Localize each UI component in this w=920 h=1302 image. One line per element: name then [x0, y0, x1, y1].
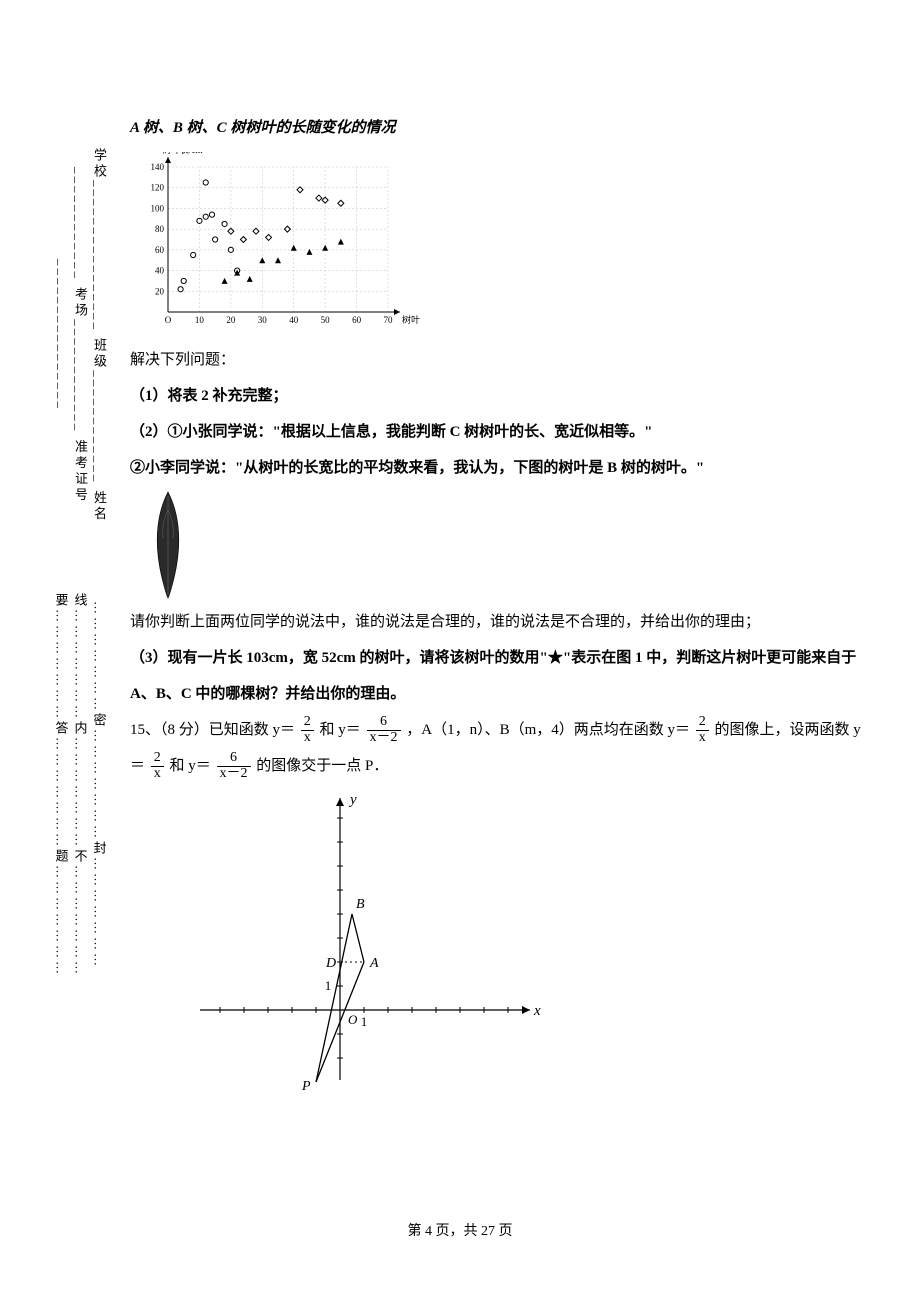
svg-text:40: 40	[155, 266, 165, 276]
svg-text:O: O	[348, 1012, 358, 1027]
page-footer: 第 4 页，共 27 页	[0, 1220, 920, 1240]
svg-text:100: 100	[151, 203, 165, 213]
scatter-chart: O 10 20 30 40 50 60 70 20 40 60 80 100 120 140 树叶长/cm 树叶…	[130, 152, 420, 332]
fraction-2: 6x－2	[367, 715, 401, 745]
svg-text:A: A	[369, 956, 379, 971]
binding-outer: 学校________________ 班级____________ 姓名____…	[55, 110, 109, 560]
section-title: A 树、B 树、C 树树叶的长随变化的情况	[130, 110, 870, 146]
solve-heading: 解决下列问题：	[130, 342, 870, 378]
question-1: （1）将表 2 补充完整；	[130, 378, 870, 414]
fraction-3: 2x	[696, 715, 709, 745]
fraction-1: 2x	[301, 715, 314, 745]
svg-text:O: O	[165, 315, 172, 325]
page-body: A 树、B 树、C 树树叶的长随变化的情况 O 10 20 30 40 50 60 70 20 4…	[130, 110, 870, 1090]
q15-mid2: ，A（1，n）、B（m，4）两点均在函数 y＝	[406, 722, 690, 738]
question-2b: ②小李同学说："从树叶的长宽比的平均数来看，我认为，下图的树叶是 B 树的树叶。…	[130, 450, 870, 486]
question-2c: 请你判断上面两位同学的说法中，谁的说法是合理的，谁的说法是不合理的，并给出你的理…	[130, 604, 870, 640]
svg-text:树叶长/cm: 树叶长/cm	[162, 152, 203, 155]
q15-mid1: 和 y＝	[320, 722, 361, 738]
graph-svg: O11xyABDP	[190, 790, 550, 1090]
svg-text:D: D	[325, 956, 336, 971]
svg-text:20: 20	[155, 286, 165, 296]
q15-mid4: 和 y＝	[170, 758, 211, 774]
svg-text:y: y	[348, 792, 357, 808]
svg-text:120: 120	[151, 183, 165, 193]
coordinate-graph: O11xyABDP	[190, 790, 550, 1090]
binding-inner: …………………密…………………封…………………线…………………内…………………不…	[52, 560, 109, 1010]
svg-text:60: 60	[155, 245, 165, 255]
q15-end: 的图像交于一点 P．	[256, 758, 388, 774]
svg-text:20: 20	[226, 315, 236, 325]
svg-text:30: 30	[258, 315, 268, 325]
svg-text:60: 60	[352, 315, 362, 325]
svg-text:1: 1	[325, 978, 332, 993]
svg-text:树叶宽/cm: 树叶宽/cm	[402, 314, 420, 325]
leaf-illustration	[148, 490, 188, 600]
svg-text:10: 10	[195, 315, 205, 325]
svg-text:50: 50	[321, 315, 331, 325]
question-2a: （2）①小张同学说："根据以上信息，我能判断 C 树树叶的长、宽近似相等。"	[130, 414, 870, 450]
binding-strip: 学校________________ 班级____________ 姓名____…	[60, 110, 100, 1010]
svg-text:70: 70	[384, 315, 394, 325]
svg-text:40: 40	[289, 315, 299, 325]
question-15: 15、（8 分）已知函数 y＝ 2x 和 y＝ 6x－2 ，A（1，n）、B（m…	[130, 712, 870, 784]
question-3: （3）现有一片长 103cm，宽 52cm 的树叶，请将该树叶的数用"★"表示在…	[130, 640, 870, 712]
svg-text:B: B	[356, 897, 365, 912]
fraction-4: 2x	[151, 751, 164, 781]
scatter-svg: O 10 20 30 40 50 60 70 20 40 60 80 100 120 140 树叶长/cm 树叶…	[130, 152, 420, 332]
fraction-5: 6x－2	[217, 751, 251, 781]
svg-text:1: 1	[361, 1014, 368, 1029]
svg-text:80: 80	[155, 224, 165, 234]
svg-text:x: x	[533, 1003, 541, 1019]
q15-pre: 15、（8 分）已知函数 y＝	[130, 722, 295, 738]
svg-text:140: 140	[151, 162, 165, 172]
svg-text:P: P	[301, 1079, 311, 1090]
